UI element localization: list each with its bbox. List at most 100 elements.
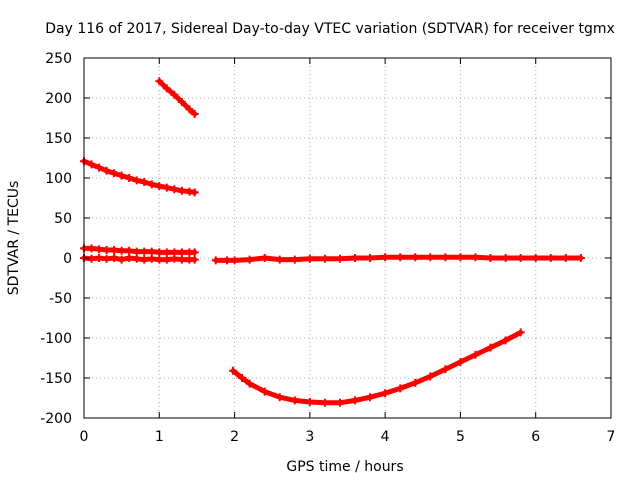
data-point [426, 253, 435, 262]
data-point [223, 256, 232, 265]
data-point [531, 254, 540, 262]
y-tick-label: -100 [40, 331, 72, 347]
data-point [177, 98, 186, 106]
data-point [411, 253, 420, 262]
y-tick-label: 100 [45, 171, 72, 187]
series-group [80, 254, 199, 264]
x-tick-label: 5 [456, 429, 465, 445]
series-group [229, 328, 525, 407]
data-point [396, 253, 405, 262]
data-point [320, 254, 329, 263]
plot-frame [83, 57, 612, 419]
x-axis-ticks: 0 1 2 3 4 5 6 7 [80, 58, 616, 445]
data-point [501, 254, 510, 262]
series-group [80, 157, 199, 197]
data-point [441, 365, 450, 374]
data-point [305, 254, 314, 263]
data-point [366, 254, 375, 262]
data-point [501, 336, 510, 345]
x-tick-label: 4 [381, 429, 390, 445]
data-point [366, 393, 375, 402]
data-point [546, 254, 555, 262]
data-point [396, 384, 405, 393]
x-tick-label: 3 [305, 429, 314, 445]
data-point [441, 253, 450, 262]
data-point [140, 178, 149, 186]
data-point [190, 248, 199, 257]
data-point [190, 188, 199, 197]
y-tick-label: -150 [40, 371, 72, 387]
x-tick-label: 7 [607, 429, 616, 445]
data-point [190, 255, 199, 264]
data-point [381, 389, 390, 398]
data-point [155, 255, 164, 264]
data-point [381, 253, 390, 262]
data-point [245, 255, 254, 264]
data-point [290, 255, 299, 264]
data-point [245, 379, 254, 388]
data-point [132, 247, 141, 256]
data-point [162, 255, 171, 264]
x-tick-label: 6 [531, 429, 540, 445]
data-point [471, 350, 480, 359]
data-point [177, 248, 186, 257]
data-point [576, 254, 585, 262]
data-point [87, 254, 96, 263]
y-tick-label: 0 [63, 251, 72, 267]
data-point [185, 105, 194, 114]
data-point [211, 256, 220, 265]
data-point [170, 254, 179, 263]
data-point [238, 374, 247, 382]
data-point [95, 163, 104, 172]
data-point [95, 254, 104, 262]
data-point [486, 254, 495, 262]
data-point [155, 182, 164, 190]
chart-title: Day 116 of 2017, Sidereal Day-to-day VTE… [45, 21, 615, 37]
grid [84, 58, 611, 418]
data-point [275, 255, 284, 264]
data-point [320, 398, 329, 407]
series-line [230, 329, 524, 406]
data-point [110, 246, 119, 254]
data-point [456, 358, 465, 366]
data-point [335, 254, 344, 263]
data-point [117, 171, 126, 180]
data-point [162, 248, 171, 257]
data-point [102, 254, 111, 263]
y-axis-ticks: -200 -150 -100 -50 0 50 100 150 200 250 [40, 51, 611, 427]
data-point [516, 328, 525, 337]
data-point [147, 254, 156, 263]
series-group [155, 77, 199, 118]
data-point [177, 255, 186, 264]
data-point [110, 254, 119, 262]
data-point [147, 180, 156, 189]
y-tick-label: 150 [45, 131, 72, 147]
data-point [95, 245, 104, 254]
data-point [177, 186, 186, 195]
data-point [516, 254, 525, 262]
data-point [125, 254, 134, 262]
data-point [229, 366, 238, 375]
data-point [170, 185, 179, 194]
data-point [125, 174, 134, 182]
data-point [170, 90, 179, 99]
data-point [117, 255, 126, 264]
data-point [486, 343, 495, 352]
data-point [132, 254, 141, 263]
data-point [260, 254, 269, 262]
data-point [155, 248, 164, 257]
data-point [230, 256, 239, 265]
data-point [335, 398, 344, 407]
x-tick-label: 1 [155, 429, 164, 445]
data-point [290, 396, 299, 405]
data-point [561, 254, 570, 262]
series-group [80, 244, 199, 257]
data-point [162, 84, 171, 93]
data-point [260, 387, 269, 396]
data-point [140, 247, 149, 256]
data-point [275, 393, 284, 402]
data-point [411, 378, 420, 387]
data-point [456, 253, 465, 262]
x-tick-label: 2 [230, 429, 239, 445]
